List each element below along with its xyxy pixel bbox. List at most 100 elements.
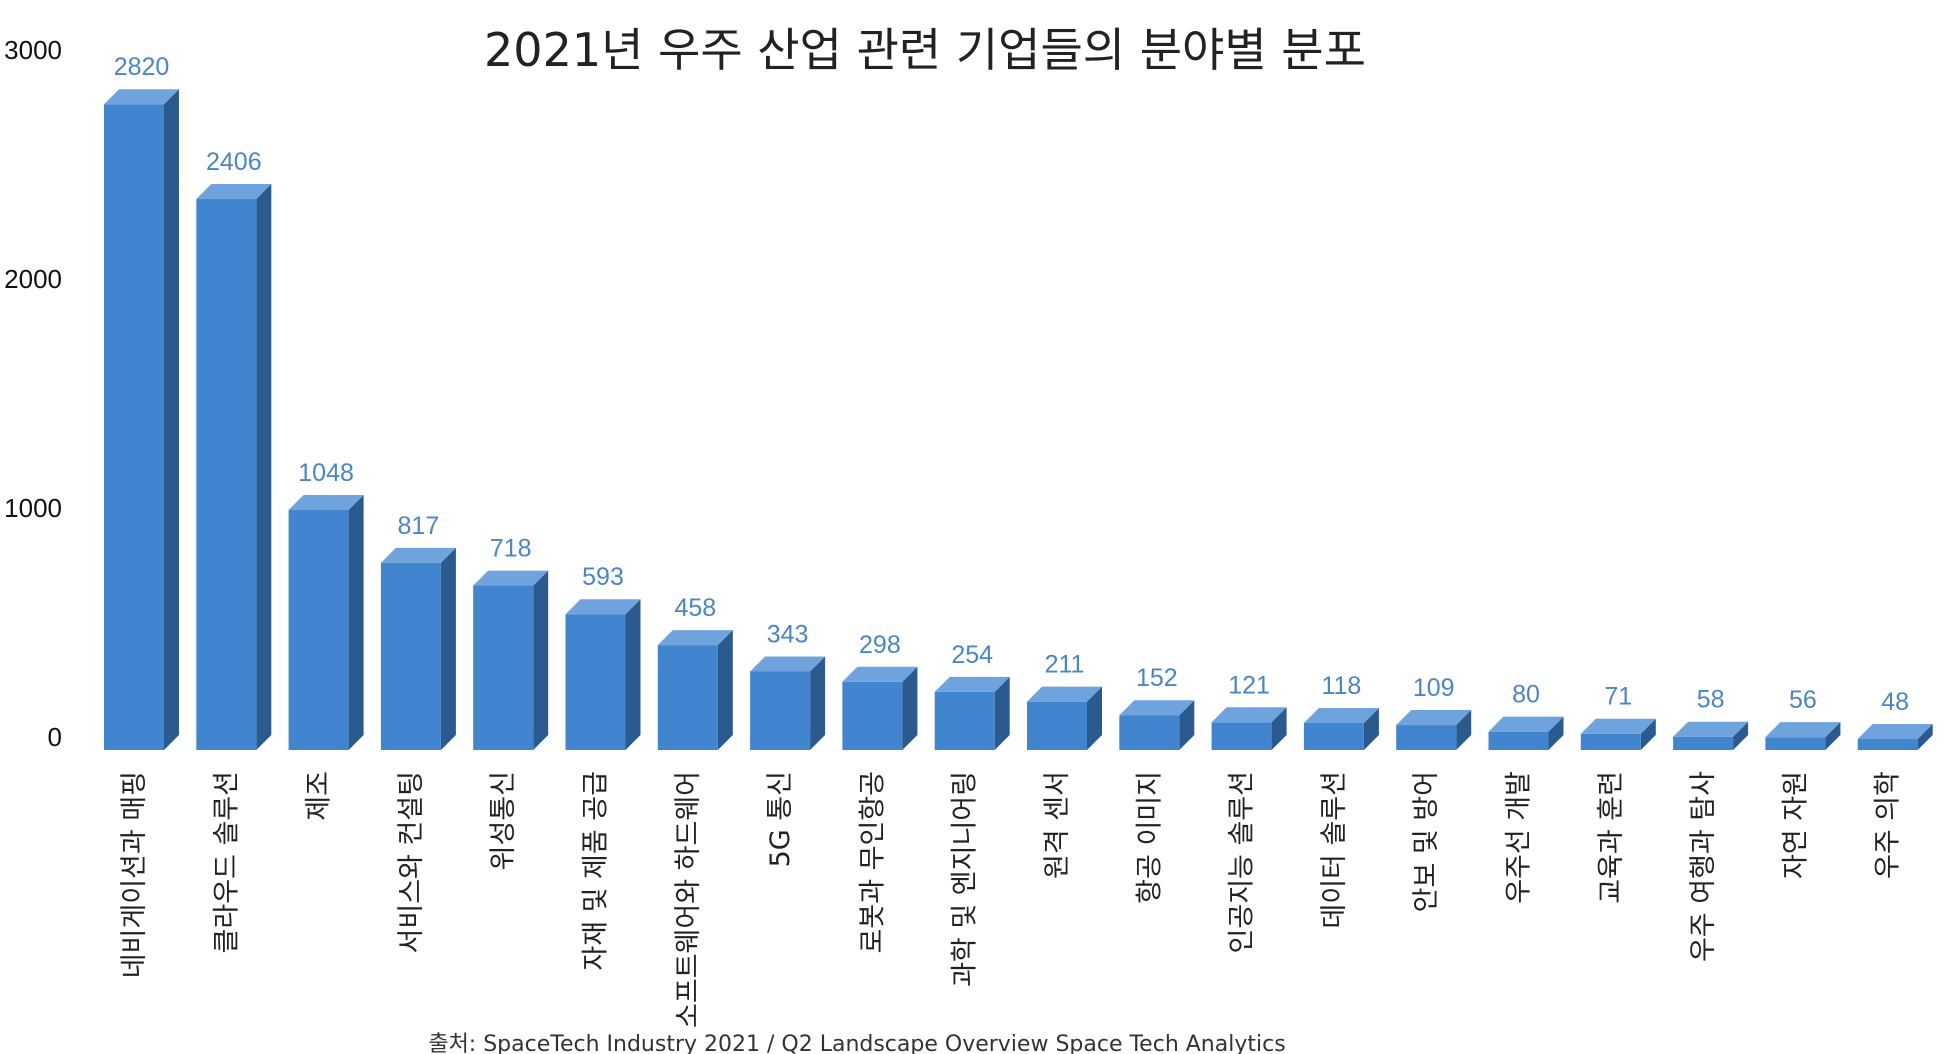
bar-side <box>164 89 179 751</box>
y-tick-label: 2000 <box>4 264 62 294</box>
bar <box>1580 733 1641 750</box>
bar <box>380 562 441 750</box>
bar-side <box>1825 722 1841 750</box>
value-label: 152 <box>1136 664 1178 692</box>
bar-side <box>1271 707 1287 750</box>
bar-top <box>1580 718 1656 734</box>
bar <box>750 671 811 750</box>
category-label: 자연 자원 <box>1780 771 1811 879</box>
bar-side <box>533 570 549 750</box>
bar <box>196 199 257 750</box>
bar <box>1488 731 1549 750</box>
category-label: 서비스와 컨설팅 <box>396 771 427 953</box>
source-note: 출처: SpaceTech Industry 2021 / Q2 Landsca… <box>428 1032 1285 1054</box>
bar-side <box>1179 700 1195 750</box>
category-label: 데이터 솔루션 <box>1319 771 1350 929</box>
bar-side <box>1456 710 1472 750</box>
value-label: 2406 <box>206 148 262 176</box>
bar-side <box>810 656 826 750</box>
category-label: 교육과 훈련 <box>1596 771 1627 904</box>
bar-top <box>1119 700 1195 716</box>
value-label: 254 <box>951 641 993 669</box>
bar <box>1027 701 1087 750</box>
value-label: 80 <box>1512 681 1540 709</box>
bar-top <box>196 184 272 200</box>
bars <box>104 89 1933 751</box>
bar-top <box>380 547 456 563</box>
bar-top <box>473 570 549 586</box>
bar <box>1396 725 1457 750</box>
value-label: 2820 <box>114 53 170 81</box>
bar-top <box>565 599 641 615</box>
bar-top <box>1765 722 1841 738</box>
value-labels: 2820 2406 1048 817 718 593 458 343 298 254 211 152 1… <box>114 53 1909 716</box>
value-label: 121 <box>1228 671 1270 699</box>
bar <box>1857 739 1918 750</box>
category-label: 5G 통신 <box>765 771 796 867</box>
y-tick-label: 3000 <box>4 35 62 65</box>
bar-side <box>1733 721 1749 750</box>
bar-top <box>1027 686 1102 702</box>
bar <box>565 614 626 750</box>
bar-side <box>717 630 733 750</box>
bar-side <box>625 599 641 750</box>
bar <box>1119 715 1180 750</box>
bar <box>934 691 995 750</box>
bar-top <box>1211 707 1287 723</box>
bar-top <box>657 630 733 646</box>
bar-top <box>934 676 1010 692</box>
value-label: 1048 <box>298 459 354 487</box>
chart-title: 2021년 우주 산업 관련 기업들의 분야별 분포 <box>484 23 1366 77</box>
bar-side <box>902 666 918 750</box>
category-label: 안보 및 방어 <box>1411 771 1442 912</box>
bar-top <box>1396 710 1472 726</box>
bar <box>288 510 349 750</box>
value-label: 343 <box>767 620 809 648</box>
category-label: 항공 이미지 <box>1134 771 1165 904</box>
value-label: 211 <box>1045 651 1085 679</box>
value-label: 56 <box>1789 686 1817 714</box>
bar-side <box>1640 718 1656 750</box>
category-label: 과학 및 엔지니어링 <box>950 771 981 987</box>
category-labels: 네비게이션과 매핑 클라우드 솔루션 제조 서비스와 컨설팅 위성통신 자재 및 제품 공… <box>119 771 1904 1028</box>
bar-top <box>288 495 364 511</box>
bar-side <box>1087 686 1102 750</box>
bar-side <box>348 495 364 750</box>
bar-top <box>1303 707 1379 723</box>
y-tick-label: 1000 <box>4 493 62 523</box>
bar-top <box>1488 716 1564 732</box>
bar <box>1673 736 1734 750</box>
bar <box>1303 722 1364 750</box>
category-label: 소프트웨어와 하드웨어 <box>673 771 704 1028</box>
y-axis: 0 1000 2000 3000 <box>4 35 62 752</box>
value-label: 817 <box>398 512 440 540</box>
bar-side <box>1917 724 1933 750</box>
bar <box>1765 737 1826 750</box>
y-tick-label: 0 <box>48 722 62 752</box>
category-label: 원격 센서 <box>1042 771 1073 879</box>
value-label: 458 <box>674 594 716 622</box>
bar <box>473 585 534 750</box>
category-label: 자재 및 제품 공급 <box>581 771 612 971</box>
bar <box>1211 722 1272 750</box>
value-label: 593 <box>582 563 624 591</box>
value-label: 71 <box>1604 683 1632 711</box>
bar-top <box>104 89 179 105</box>
bar <box>657 645 718 750</box>
bar <box>104 104 164 751</box>
value-label: 118 <box>1321 672 1361 700</box>
category-label: 로봇과 무인항공 <box>857 771 888 953</box>
bar-top <box>750 656 826 672</box>
category-label: 위성통신 <box>488 771 519 870</box>
category-label: 인공지능 솔루션 <box>1227 771 1258 953</box>
value-label: 109 <box>1413 674 1455 702</box>
bar-side <box>1363 707 1379 750</box>
bar-side <box>1548 716 1564 750</box>
bar-side <box>440 547 456 750</box>
bar-side <box>256 184 272 750</box>
value-label: 58 <box>1697 686 1725 714</box>
value-label: 48 <box>1881 688 1909 716</box>
bar-top <box>842 666 918 682</box>
category-label: 제조 <box>304 771 335 821</box>
